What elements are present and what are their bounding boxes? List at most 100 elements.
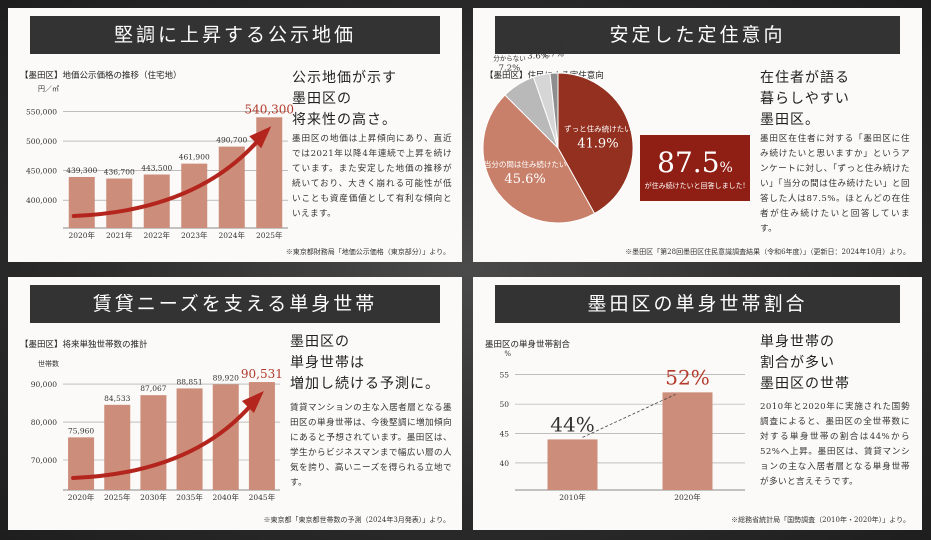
- x-tick-label: 2025年: [104, 492, 131, 502]
- bar: [106, 178, 133, 228]
- x-tick-label: 2023年: [181, 230, 208, 240]
- chart-title: 墨田区の単身世帯割合: [485, 339, 571, 350]
- slice-value: 41.9%: [577, 137, 618, 152]
- bar: [68, 176, 95, 228]
- value-label: 439,300: [66, 166, 97, 175]
- value-label: 461,900: [179, 153, 210, 162]
- pie-slice: [557, 72, 634, 215]
- bar: [68, 437, 95, 490]
- chart: 墨田区の単身世帯割合% 40 45 50 55 2010年 44% 2020年 52%: [485, 339, 745, 502]
- slice-name: ずっと住み続けたい: [564, 124, 632, 134]
- trend-arrow: [71, 137, 262, 218]
- y-tick-label: 70,000: [31, 456, 57, 465]
- source-note: ※東京都財務局「地価公示価格（東京部分）」より。: [285, 248, 450, 256]
- callout-value: 87.5: [657, 146, 719, 179]
- lead-text: 公示地価が示す 墨田区の 将来性の高さ。: [292, 68, 397, 131]
- panel-heading: 安定した定住意向: [495, 16, 900, 54]
- trend-arrowhead: [241, 391, 264, 414]
- chart: 【墨田区】地価公示価格の推移（住宅地） 円／㎡ 400,000 450,000 500,…: [20, 70, 294, 240]
- slice-name: 区外へ転出したい: [512, 42, 564, 51]
- bar: [104, 404, 131, 490]
- lead-line: 墨田区の世帯: [760, 376, 850, 392]
- lead-line: 割合が多い: [760, 355, 835, 371]
- body-text: 賃貸マンションの主な入居者層となる墨田区の単身世帯は、今後堅調に増加傾向にあると…: [290, 403, 452, 488]
- y-unit: %: [504, 350, 511, 358]
- pie-slice: [482, 94, 596, 224]
- slice-value: 7.2%: [499, 63, 521, 73]
- lead-line: 単身世帯の: [760, 334, 835, 350]
- callout-text: が住み続けたいと回答しました!: [645, 181, 746, 190]
- lead-line: 墨田区の: [292, 91, 352, 107]
- slice-value: 45.6%: [504, 172, 545, 187]
- y-tick-label: 500,000: [26, 137, 57, 146]
- y-tick-label: 400,000: [26, 196, 57, 205]
- x-tick-label: 2025年: [256, 230, 283, 240]
- y-tick-label: 450,000: [26, 167, 57, 176]
- lead-line: 単身世帯は: [290, 355, 365, 371]
- value-label: 540,300: [244, 102, 294, 116]
- x-tick-label: 2040年: [212, 492, 239, 502]
- slice-name: 当分の間は住み続けたい: [484, 159, 567, 169]
- value-label: 90,531: [241, 367, 283, 381]
- lead-line: 暮らしやすい: [760, 91, 850, 107]
- y-unit: 世帯数: [38, 359, 59, 368]
- slice-value: 1.7%: [542, 50, 564, 60]
- chart-title: 【墨田区】地価公示価格の推移（住宅地）: [20, 70, 182, 81]
- chart: 【墨田区】住民による定住意向ずっと住み続けたい41.9%当分の間は住み続けたい4…: [482, 40, 750, 224]
- x-tick-label: 2045年: [249, 492, 276, 502]
- lead-line: 墨田区の: [290, 334, 350, 350]
- x-tick-label: 2030年: [140, 492, 167, 502]
- y-unit: 円／㎡: [38, 85, 59, 93]
- bar: [176, 388, 203, 490]
- panel-heading: 墨田区の単身世帯割合: [495, 285, 900, 323]
- panel-heading: 堅調に上昇する公示地価: [30, 16, 440, 54]
- x-tick-label: 2022年: [143, 230, 170, 240]
- value-label: 44%: [550, 412, 594, 436]
- trend-arrow: [71, 402, 254, 480]
- x-tick-label: 2010年: [559, 492, 586, 502]
- callout-box: [640, 135, 750, 201]
- connector: [582, 393, 676, 438]
- value-label: 443,500: [141, 164, 172, 173]
- source-note: ※東京都「東京都世帯数の予測（2024年3月発表）」より。: [263, 516, 451, 524]
- slice-name: 分からない: [493, 53, 526, 62]
- value-label: 87,067: [140, 384, 166, 393]
- y-tick-label: 45: [499, 430, 509, 439]
- panel: 堅調に上昇する公示地価【墨田区】地価公示価格の推移（住宅地） 円／㎡ 400,000…: [8, 8, 462, 262]
- y-tick-label: 550,000: [26, 108, 57, 117]
- lead-line: 公示地価が示す: [292, 70, 397, 86]
- x-tick-label: 2024年: [218, 230, 245, 240]
- pie-slice: [549, 72, 559, 149]
- bar: [140, 395, 167, 490]
- x-tick-label: 2020年: [68, 492, 95, 502]
- body-text: 2010年と2020年に実施された国勢調査によると、墨田区の全世帯数に対する単身…: [760, 402, 910, 487]
- body-text: 墨田区の地価は上昇傾向にあり、直近では2021年以降4年連続で上昇を続けています…: [292, 134, 452, 219]
- panel: 賃貸ニーズを支える単身世帯 【墨田区】将来単独世帯数の推計 世帯数 70,000 80,…: [8, 277, 462, 530]
- value-label: 84,533: [104, 394, 130, 403]
- bar: [181, 163, 208, 228]
- lead-text: 単身世帯の割合が多い墨田区の世帯: [760, 332, 850, 395]
- trend-arrowhead: [249, 126, 272, 149]
- bar: [662, 392, 713, 490]
- slice-value: 3.6%: [527, 52, 549, 62]
- value-label: 88,851: [176, 377, 202, 386]
- y-tick-label: 40: [499, 459, 509, 468]
- value-label: 52%: [665, 365, 709, 389]
- value-label: 490,700: [216, 136, 247, 145]
- x-tick-label: 2035年: [176, 492, 203, 502]
- lead-line: 墨田区。: [760, 112, 820, 128]
- x-tick-label: 2021年: [106, 230, 133, 240]
- value-label: 75,960: [68, 426, 94, 435]
- panel-heading: 賃貸ニーズを支える単身世帯: [30, 285, 440, 323]
- panel: 安定した定住意向【墨田区】住民による定住意向ずっと住み続けたい41.9%当分の間…: [473, 8, 922, 262]
- x-tick-label: 2020年: [68, 230, 95, 240]
- slice-name: 無回答: [543, 40, 563, 49]
- callout-number: 87.5%: [657, 146, 733, 179]
- source-note: ※墨田区「第28回墨田区住民意識調査結果（令和6年度）」（更新日：2024年10…: [625, 248, 910, 256]
- lead-line: 増加し続ける予測に。: [290, 376, 440, 392]
- y-tick-label: 80,000: [31, 418, 57, 427]
- lead-line: 在住者が語る: [760, 70, 850, 86]
- y-tick-label: 90,000: [31, 380, 57, 389]
